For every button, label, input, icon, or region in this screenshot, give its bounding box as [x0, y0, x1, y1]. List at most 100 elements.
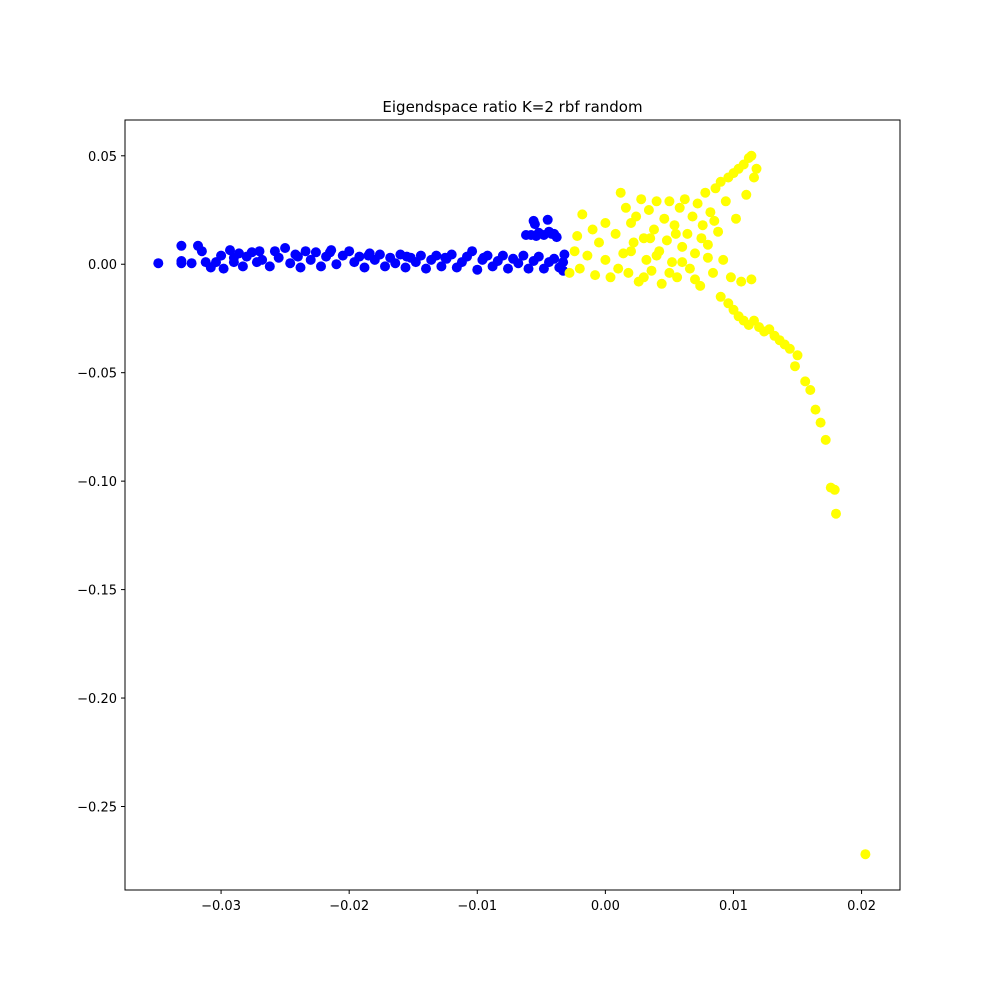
data-point: [751, 163, 762, 174]
data-point: [831, 508, 841, 519]
series-1: [153, 214, 570, 276]
data-point: [228, 252, 239, 263]
data-point: [542, 214, 553, 225]
data-point: [697, 220, 708, 231]
data-point: [860, 849, 871, 860]
data-point: [176, 240, 187, 251]
data-point: [829, 484, 840, 495]
data-point: [736, 276, 747, 287]
data-point: [390, 258, 401, 269]
data-point: [690, 248, 700, 259]
data-point: [521, 230, 531, 240]
data-point: [645, 233, 656, 244]
data-point: [702, 239, 713, 250]
data-point: [186, 258, 197, 269]
data-point: [690, 274, 700, 285]
data-point: [569, 246, 580, 257]
data-point: [669, 220, 680, 231]
data-point: [594, 237, 604, 248]
data-point: [810, 404, 821, 415]
data-point: [310, 247, 321, 258]
axes-frame: [124, 119, 901, 891]
data-point: [359, 262, 370, 273]
data-point: [503, 263, 513, 274]
data-point: [549, 228, 560, 239]
data-point: [558, 257, 569, 268]
data-point: [631, 211, 642, 222]
data-point: [518, 250, 529, 261]
data-point: [300, 246, 311, 257]
data-point: [196, 246, 207, 257]
data-point: [696, 233, 707, 244]
data-point: [790, 361, 800, 372]
data-point: [667, 257, 677, 268]
data-point: [401, 251, 412, 262]
data-point: [237, 261, 248, 272]
x-tick-label: 0.00: [591, 899, 620, 914]
data-point: [749, 172, 759, 183]
data-point: [820, 434, 831, 445]
data-point: [687, 211, 698, 222]
data-point: [523, 263, 534, 274]
x-tick-label: −0.01: [457, 899, 497, 914]
data-point: [661, 235, 672, 246]
data-point: [659, 213, 670, 224]
x-tick-label: 0.02: [847, 899, 876, 914]
y-tick-label: −0.05: [77, 367, 117, 382]
data-point: [587, 224, 598, 235]
data-point: [646, 265, 657, 276]
data-point: [325, 247, 335, 258]
data-point: [292, 251, 303, 262]
data-point: [720, 196, 731, 207]
y-tick-label: 0.05: [88, 150, 117, 165]
data-point: [679, 194, 690, 205]
data-point: [218, 263, 229, 274]
data-point: [708, 267, 718, 278]
y-tick-label: −0.15: [77, 584, 117, 599]
data-point: [610, 228, 621, 239]
data-point: [225, 245, 235, 256]
data-point: [815, 417, 826, 428]
data-point: [374, 249, 385, 260]
series-2: [564, 150, 871, 860]
data-point: [731, 213, 741, 224]
data-point: [285, 258, 296, 269]
data-point: [254, 246, 265, 257]
data-point: [615, 187, 626, 198]
data-point: [651, 250, 662, 261]
x-tick-label: −0.02: [329, 899, 369, 914]
data-point: [605, 272, 616, 283]
data-point: [664, 196, 675, 207]
data-point: [331, 259, 342, 270]
data-point: [746, 274, 757, 285]
data-point: [677, 257, 688, 268]
data-point: [620, 202, 631, 213]
x-tick-label: 0.01: [719, 899, 748, 914]
y-axis: 0.05 0.00 −0.05 −0.10 −0.15 −0.20 −0.25: [77, 150, 125, 815]
data-point: [577, 209, 588, 220]
data-point: [682, 228, 693, 239]
data-point: [478, 252, 489, 263]
data-point: [316, 261, 326, 272]
data-point: [784, 343, 795, 354]
data-point: [800, 376, 811, 387]
data-point: [664, 267, 675, 278]
data-point: [533, 251, 544, 262]
data-point: [677, 241, 688, 252]
data-point: [264, 261, 275, 272]
y-tick-label: 0.00: [88, 258, 117, 273]
data-point: [672, 272, 683, 283]
data-point: [436, 261, 447, 272]
data-point: [715, 291, 726, 302]
data-point: [649, 224, 659, 235]
data-point: [305, 254, 316, 265]
points-layer: [153, 150, 871, 860]
data-point: [257, 254, 268, 265]
data-point: [725, 272, 736, 283]
data-point: [746, 150, 757, 161]
data-point: [692, 198, 703, 209]
data-point: [638, 272, 649, 283]
data-point: [295, 262, 306, 273]
data-point: [582, 250, 593, 261]
